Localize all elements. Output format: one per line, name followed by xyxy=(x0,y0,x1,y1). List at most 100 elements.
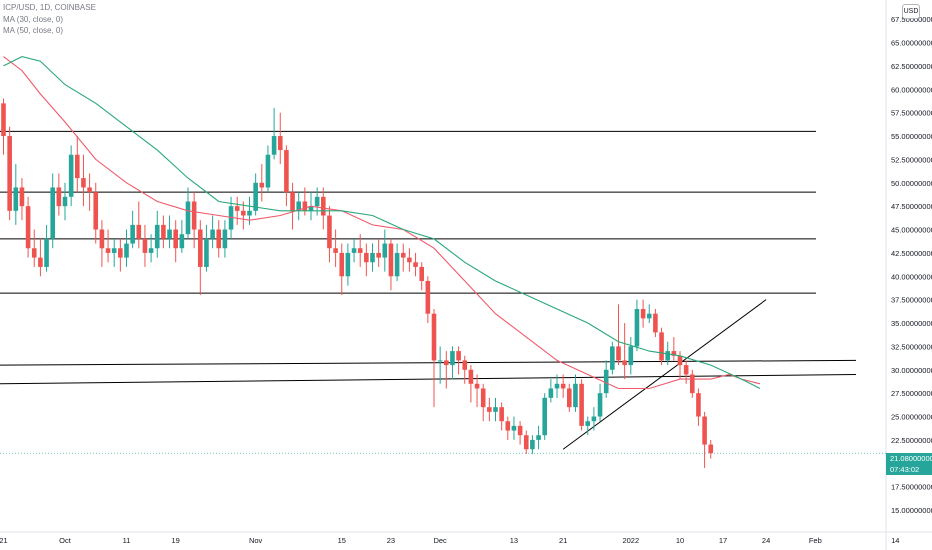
time-tick-label: 11 xyxy=(123,536,131,545)
candle-up xyxy=(493,407,498,412)
candle-up xyxy=(308,206,314,211)
candle-up xyxy=(296,201,301,211)
candle-up xyxy=(634,309,640,347)
candle-up xyxy=(542,397,547,436)
candle-down xyxy=(456,351,461,361)
time-tick-label: Feb xyxy=(809,536,822,545)
candle-up xyxy=(271,136,277,155)
candle-down xyxy=(241,210,246,216)
candle-down xyxy=(425,280,431,314)
candle-up xyxy=(130,224,135,244)
candle-up xyxy=(394,252,400,277)
candle-down xyxy=(99,229,105,249)
price-tick-label: 60.00000000 xyxy=(891,85,932,94)
candle-down xyxy=(523,435,529,450)
candle-down xyxy=(56,187,62,207)
time-tick-label: 10 xyxy=(676,536,684,545)
candle-down xyxy=(364,252,369,263)
price-tick-label: 25.00000000 xyxy=(891,413,932,422)
bar-countdown: 07:43:02 xyxy=(890,465,920,474)
candle-down xyxy=(419,266,424,281)
candle-up xyxy=(185,201,191,235)
price-tick-label: 65.00000000 xyxy=(891,39,932,48)
candle-down xyxy=(400,252,406,258)
candle-up xyxy=(222,229,228,249)
price-tick-label: 27.50000000 xyxy=(891,389,932,398)
price-tick-label: 40.00000000 xyxy=(891,272,932,281)
price-tick-label: 32.50000000 xyxy=(891,342,932,351)
candle-down xyxy=(321,196,326,216)
candle-down xyxy=(234,206,240,211)
price-tick-label: 67.50000000 xyxy=(891,15,932,24)
candle-up xyxy=(382,243,388,258)
candle-down xyxy=(75,154,80,179)
horizontal-lines[interactable] xyxy=(0,130,886,454)
candle-up xyxy=(68,154,74,197)
candle-down xyxy=(38,257,43,267)
price-tick-label: 55.00000000 xyxy=(891,132,932,141)
candle-up xyxy=(154,224,160,249)
currency-button[interactable]: USD xyxy=(902,4,920,19)
candle-down xyxy=(616,346,621,361)
time-tick-label: 24 xyxy=(762,536,770,545)
candle-up xyxy=(111,248,117,253)
candle-down xyxy=(517,425,523,436)
candle-up xyxy=(585,421,591,426)
candle-down xyxy=(327,215,332,249)
candle-down xyxy=(105,248,111,253)
candle-up xyxy=(370,252,375,263)
price-axis[interactable]: 15.0000000017.5000000020.0000000022.5000… xyxy=(891,15,932,515)
time-tick-label: 21 xyxy=(559,536,567,545)
candle-up xyxy=(247,210,252,216)
candle-down xyxy=(702,416,707,445)
candle-down xyxy=(290,192,295,211)
trend-line[interactable] xyxy=(562,299,767,450)
candle-down xyxy=(677,355,683,366)
candle-up xyxy=(591,416,597,422)
candle-down xyxy=(653,313,658,333)
candle-up xyxy=(597,393,603,417)
candle-down xyxy=(444,360,449,366)
candle-down xyxy=(81,178,86,188)
candle-down xyxy=(622,360,627,366)
candle-up xyxy=(573,383,578,408)
candle-up xyxy=(124,243,129,258)
candle-up xyxy=(345,252,351,277)
candle-down xyxy=(480,388,486,408)
candle-down xyxy=(25,206,31,249)
candle-down xyxy=(505,421,511,431)
candle-up xyxy=(530,439,535,450)
candle-down xyxy=(468,369,474,384)
candle-down xyxy=(560,383,566,389)
candle-up xyxy=(253,182,258,211)
candle-down xyxy=(567,388,572,408)
candle-down xyxy=(216,229,222,249)
last-price-tag: 21.08000000 07:43:02 xyxy=(886,453,932,475)
candle-down xyxy=(499,407,504,422)
trend-line[interactable] xyxy=(0,373,857,385)
candle-down xyxy=(708,444,714,454)
price-tick-label: 37.50000000 xyxy=(891,296,932,305)
price-tick-label: 47.50000000 xyxy=(891,202,932,211)
time-tick-label: 19 xyxy=(172,536,180,545)
candle-up xyxy=(437,360,443,362)
chart-legend: ICP/USD, 1D, COINBASE MA (30, close, 0) … xyxy=(3,2,96,37)
candle-down xyxy=(277,136,283,151)
candle-up xyxy=(62,196,68,207)
time-tick-label: 17 xyxy=(719,536,727,545)
time-axis[interactable]: 21 Oct 11 19 Nov 15 23 Dec 13 21 2022 10 17 24 Feb 14 xyxy=(0,536,899,545)
ma30-legend: MA (30, close, 0) xyxy=(3,14,64,24)
last-price-value: 21.08000000 xyxy=(890,454,932,463)
candle-up xyxy=(628,346,634,366)
candle-down xyxy=(191,201,197,230)
trend-line[interactable] xyxy=(0,359,857,366)
candle-down xyxy=(487,407,492,412)
candle-up xyxy=(13,187,19,211)
candle-up xyxy=(44,238,49,267)
candle-down xyxy=(136,224,142,239)
candle-down xyxy=(93,192,99,230)
price-tick-label: 35.00000000 xyxy=(891,319,932,328)
candle-up xyxy=(179,234,185,249)
